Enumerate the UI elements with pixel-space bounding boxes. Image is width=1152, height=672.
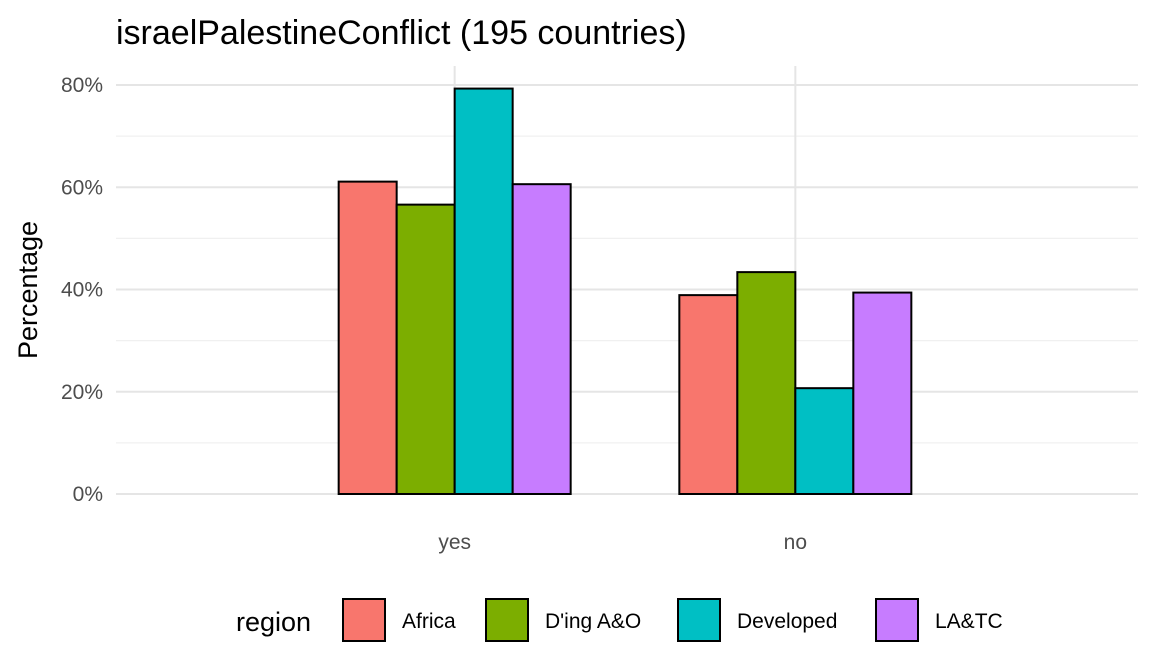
bar xyxy=(736,271,797,495)
legend-label: D'ing A&O xyxy=(545,610,641,633)
legend-label: Developed xyxy=(737,610,837,633)
bar xyxy=(794,387,855,496)
x-tick-label: no xyxy=(784,531,807,554)
bar xyxy=(395,203,456,495)
chart-title: israelPalestineConflict (195 countries) xyxy=(116,14,687,52)
legend-key xyxy=(875,598,919,642)
legend-key xyxy=(677,598,721,642)
bar xyxy=(453,87,514,496)
y-tick-label: 60% xyxy=(61,176,103,199)
bar xyxy=(511,183,572,495)
bar xyxy=(678,294,739,495)
y-axis-label: Percentage xyxy=(13,221,43,359)
bar xyxy=(852,291,913,495)
x-axis-ticks: yes no xyxy=(438,531,807,554)
legend-label: Africa xyxy=(402,610,456,633)
legend-key xyxy=(485,598,529,642)
y-axis-ticks: 0% 20% 40% 60% 80% xyxy=(61,74,103,506)
y-tick-label: 0% xyxy=(73,483,103,506)
grid xyxy=(116,66,1138,495)
bar xyxy=(337,180,398,495)
legend-label: LA&TC xyxy=(935,610,1003,633)
legend: region Africa D'ing A&O Developed LA&TC xyxy=(236,598,1003,642)
y-tick-label: 20% xyxy=(61,381,103,404)
y-tick-label: 80% xyxy=(61,74,103,97)
y-tick-label: 40% xyxy=(61,279,103,302)
legend-key xyxy=(342,598,386,642)
x-tick-label: yes xyxy=(438,531,471,554)
bars xyxy=(337,87,913,496)
legend-title: region xyxy=(236,607,311,637)
